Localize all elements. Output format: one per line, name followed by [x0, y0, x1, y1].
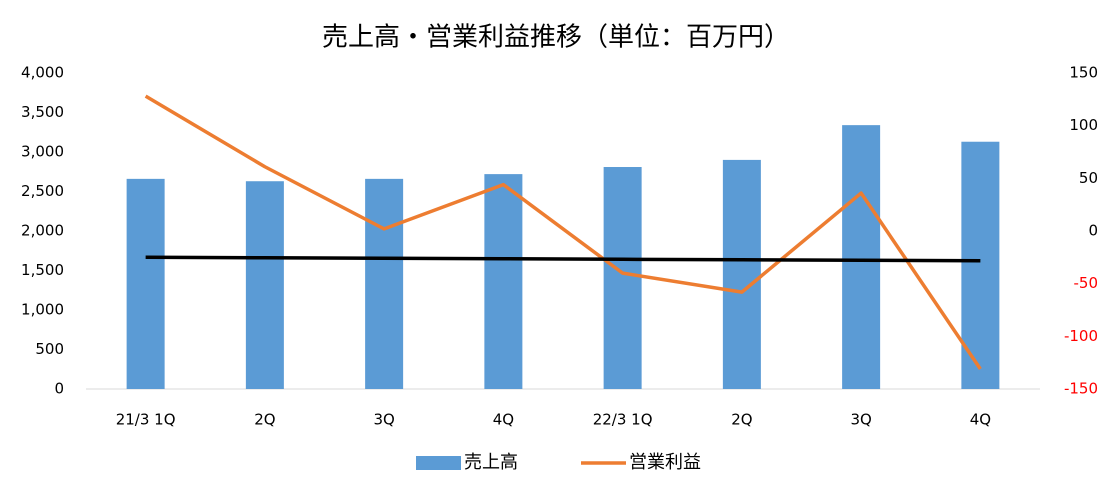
- y2-tick-label: 150: [1069, 64, 1098, 82]
- x-tick-label: 22/3 1Q: [593, 411, 653, 429]
- x-tick-label: 4Q: [493, 411, 514, 429]
- legend-label: 営業利益: [629, 452, 701, 473]
- line-series: [144, 94, 982, 370]
- x-tick-label: 2Q: [254, 411, 275, 429]
- y-tick-label: 2,000: [21, 222, 64, 240]
- y-tick-label: 1,500: [21, 261, 64, 279]
- y-tick-label: 3,000: [21, 143, 64, 161]
- y-tick-label: 2,500: [21, 182, 64, 200]
- y-tick-label: 0: [54, 380, 64, 398]
- x-tick-label: 4Q: [970, 411, 991, 429]
- bar: [722, 159, 761, 389]
- y-tick-label: 4,000: [21, 64, 64, 82]
- x-tick-label: 3Q: [373, 411, 394, 429]
- x-tick-label: 2Q: [731, 411, 752, 429]
- legend-swatch: [416, 456, 461, 470]
- bar: [842, 125, 881, 389]
- y2-tick-label: 100: [1069, 116, 1098, 134]
- y2-tick-label: -50: [1074, 274, 1099, 292]
- y2-tick-label: 0: [1088, 222, 1098, 240]
- y-tick-label: 3,500: [21, 103, 64, 121]
- trend-line: [145, 255, 981, 263]
- y2-tick-label: -100: [1064, 327, 1098, 345]
- y-tick-label: 500: [35, 340, 64, 358]
- y2-tick-label: 50: [1079, 169, 1098, 187]
- y-tick-label: 1,000: [21, 301, 64, 319]
- bar: [126, 178, 165, 389]
- y2-tick-label: -150: [1064, 380, 1098, 398]
- legend-label: 売上高: [464, 452, 518, 473]
- bar: [245, 181, 284, 389]
- chart-title: 売上高・営業利益推移（単位：百万円）: [322, 23, 790, 53]
- bar: [484, 174, 523, 389]
- bar: [365, 178, 404, 389]
- x-tick-label: 21/3 1Q: [116, 411, 176, 429]
- bar: [603, 167, 642, 389]
- x-tick-label: 3Q: [850, 411, 871, 429]
